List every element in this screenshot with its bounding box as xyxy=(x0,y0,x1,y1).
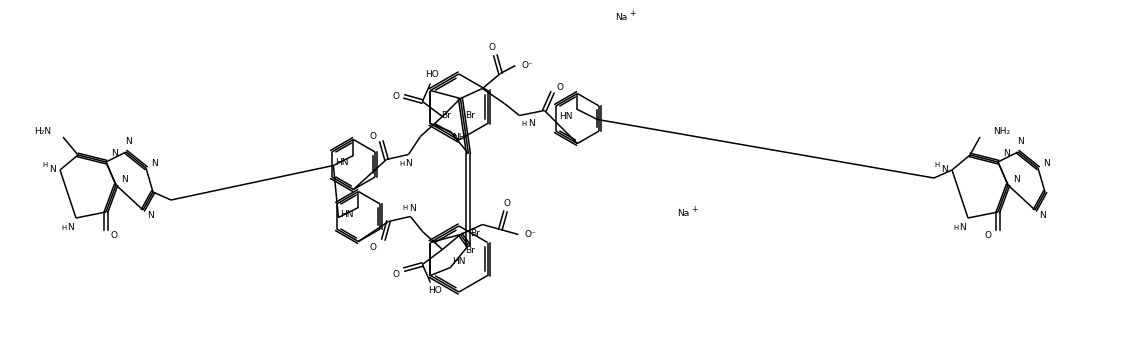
Text: NH: NH xyxy=(451,133,465,142)
Text: Br: Br xyxy=(470,229,480,238)
Text: H: H xyxy=(400,160,405,167)
Text: N: N xyxy=(125,137,132,146)
Text: HO: HO xyxy=(425,70,439,79)
Text: O⁻: O⁻ xyxy=(521,61,534,70)
Text: O: O xyxy=(393,270,400,279)
Text: H: H xyxy=(953,225,959,231)
Text: HN: HN xyxy=(335,158,348,167)
Text: N: N xyxy=(1012,175,1019,184)
Text: N: N xyxy=(121,175,128,184)
Text: O: O xyxy=(557,83,564,92)
Text: H: H xyxy=(522,120,527,127)
Text: Na: Na xyxy=(614,13,627,23)
Text: N: N xyxy=(405,159,412,168)
Text: N: N xyxy=(1018,137,1025,146)
Text: N: N xyxy=(111,149,117,158)
Text: O: O xyxy=(111,231,117,239)
Text: O: O xyxy=(369,132,377,141)
Text: Na: Na xyxy=(677,210,689,219)
Text: H: H xyxy=(62,225,66,231)
Text: N: N xyxy=(49,166,56,174)
Text: O: O xyxy=(393,92,400,101)
Text: +: + xyxy=(629,10,635,18)
Text: HN: HN xyxy=(559,112,572,121)
Text: N: N xyxy=(960,224,967,233)
Text: HO: HO xyxy=(429,286,442,295)
Text: Br: Br xyxy=(441,111,451,120)
Text: N: N xyxy=(67,224,74,233)
Text: H: H xyxy=(402,206,408,211)
Text: H: H xyxy=(42,162,48,168)
Text: O: O xyxy=(985,231,992,239)
Text: H₂N: H₂N xyxy=(34,128,51,136)
Text: N: N xyxy=(147,210,154,220)
Text: H: H xyxy=(935,162,939,168)
Text: O: O xyxy=(489,43,496,52)
Text: Br: Br xyxy=(465,111,474,120)
Text: NH₂: NH₂ xyxy=(993,128,1010,136)
Text: N: N xyxy=(409,204,416,213)
Text: N: N xyxy=(940,166,947,174)
Text: O: O xyxy=(504,199,511,208)
Text: N: N xyxy=(1043,158,1050,168)
Text: HN: HN xyxy=(340,210,353,219)
Text: O: O xyxy=(369,243,377,252)
Text: N: N xyxy=(150,158,157,168)
Text: O⁻: O⁻ xyxy=(524,230,536,239)
Text: N: N xyxy=(1002,149,1009,158)
Text: N: N xyxy=(1040,210,1047,220)
Text: Br: Br xyxy=(465,246,474,255)
Text: +: + xyxy=(691,206,698,214)
Text: N: N xyxy=(528,119,535,128)
Text: HN: HN xyxy=(451,257,465,266)
